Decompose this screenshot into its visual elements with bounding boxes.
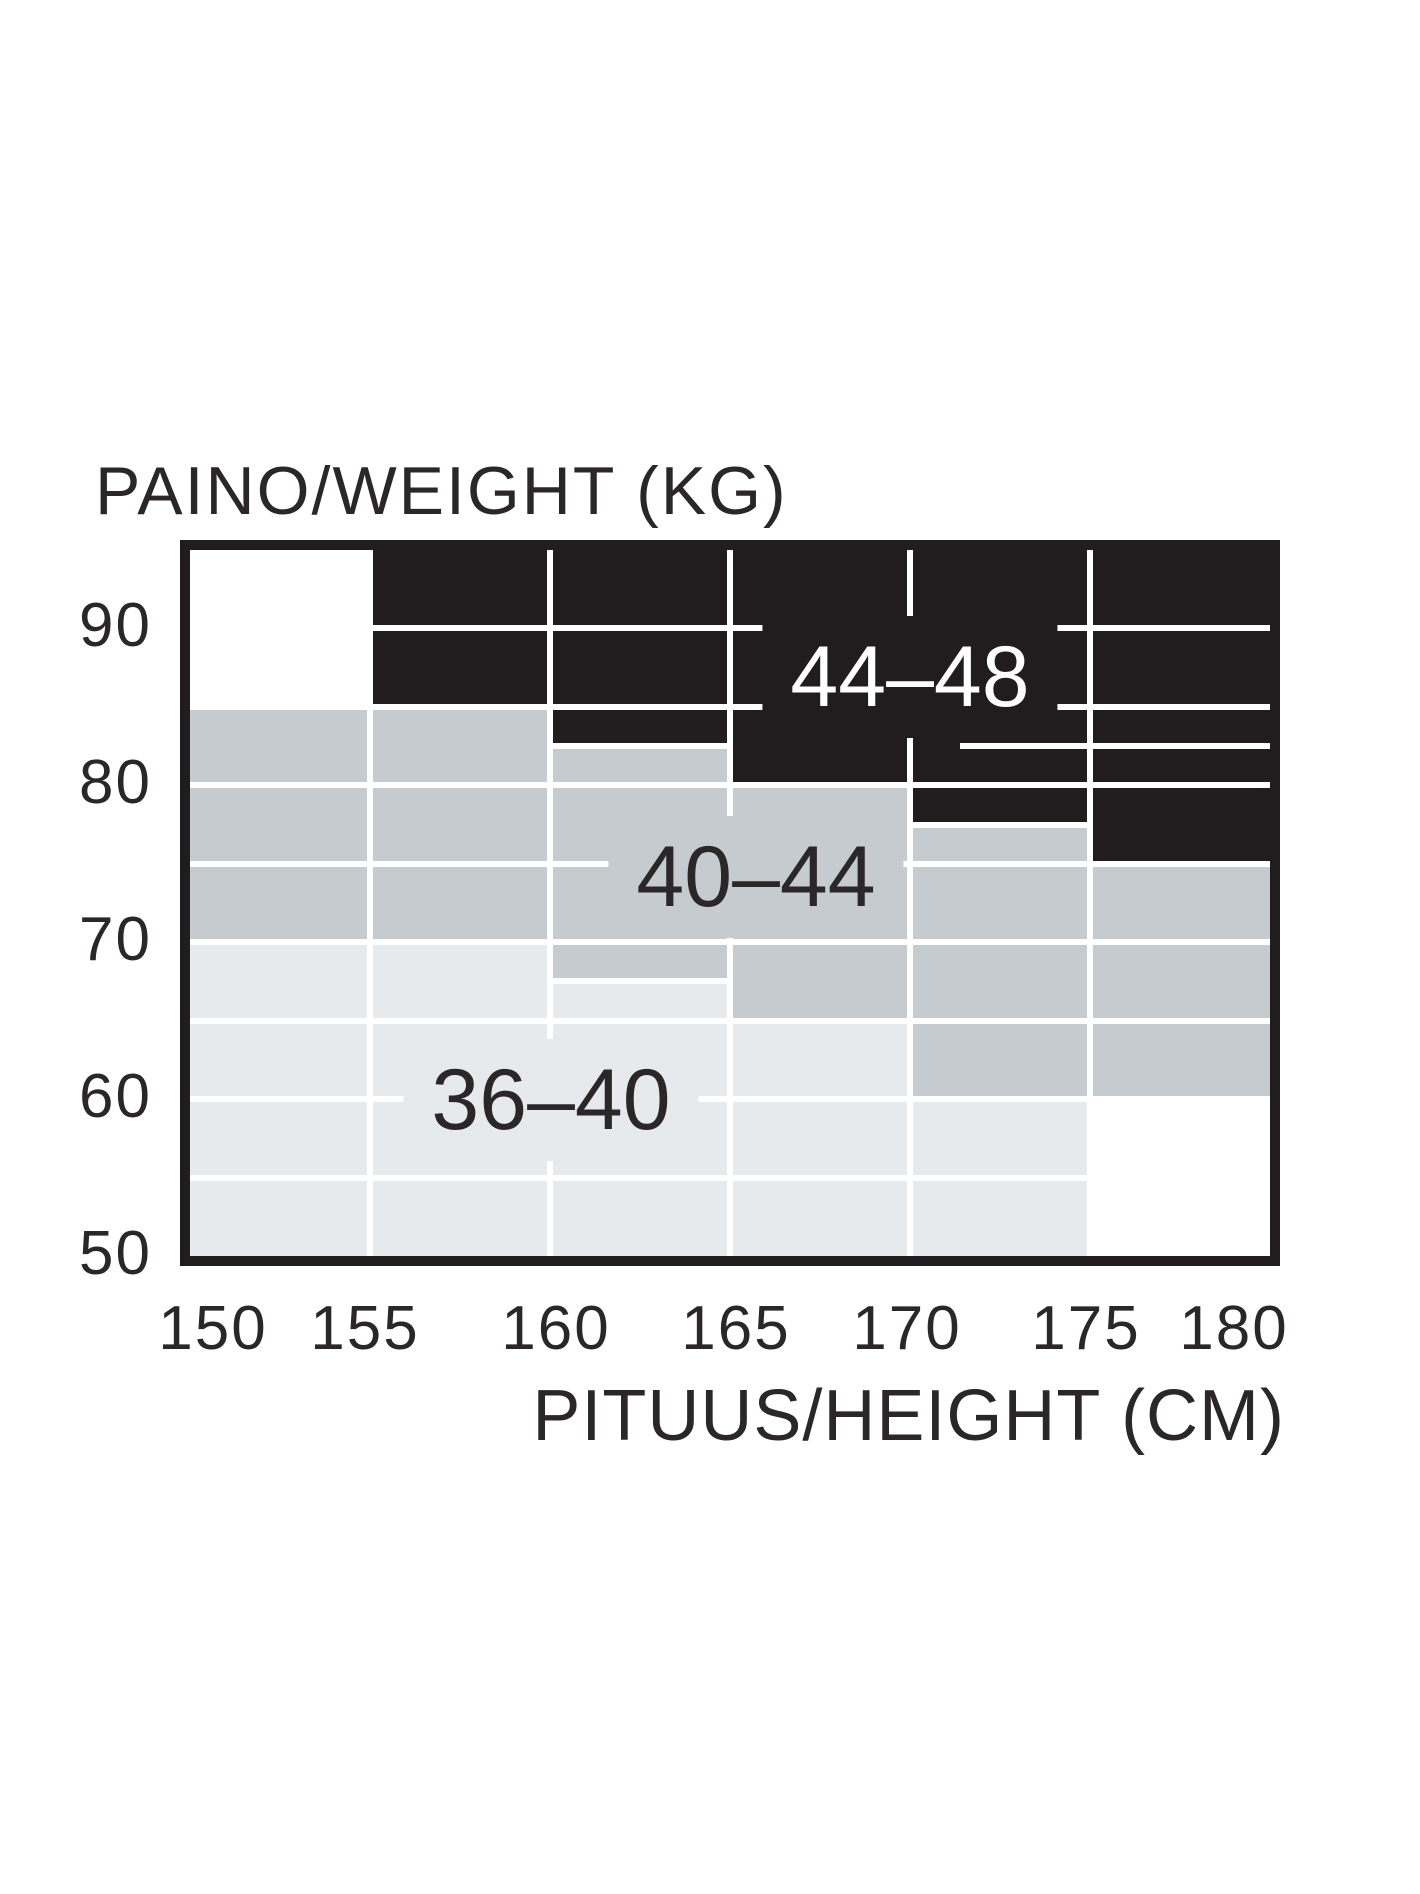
gridline-v bbox=[1087, 550, 1093, 1256]
y-tick-label: 80 bbox=[79, 748, 152, 818]
x-tick-label: 150 bbox=[158, 1294, 268, 1363]
zone-cell bbox=[730, 1020, 910, 1256]
zone-cell bbox=[550, 550, 730, 747]
y-tick-label: 90 bbox=[79, 591, 152, 661]
y-tick-label: 60 bbox=[79, 1062, 152, 1132]
region-boundary-line bbox=[550, 743, 730, 750]
extra-gridline-segment bbox=[960, 743, 1270, 750]
gridline-v bbox=[547, 550, 553, 1256]
zone-cell bbox=[1090, 863, 1270, 1100]
x-axis-title: PITUUS/HEIGHT (CM) bbox=[532, 1376, 1285, 1456]
x-tick-label: 175 bbox=[1031, 1294, 1141, 1363]
x-tick-label: 160 bbox=[501, 1294, 611, 1363]
zone-label-40-44: 40–44 bbox=[608, 816, 904, 938]
zone-cell bbox=[370, 706, 550, 943]
x-tick-label: 155 bbox=[310, 1294, 420, 1363]
region-boundary-line bbox=[910, 821, 1090, 828]
gridline-v bbox=[907, 550, 913, 1256]
x-tick-label: 180 bbox=[1179, 1294, 1289, 1363]
y-tick-label: 70 bbox=[79, 905, 152, 975]
x-tick-label: 165 bbox=[681, 1294, 791, 1363]
gridline-v bbox=[367, 550, 373, 1256]
zone-cell bbox=[910, 824, 1090, 1100]
zone-cell bbox=[190, 706, 370, 943]
chart-title: PAINO/WEIGHT (KG) bbox=[95, 453, 788, 529]
zone-label-44-48: 44–48 bbox=[762, 616, 1058, 738]
x-tick-label: 170 bbox=[852, 1294, 962, 1363]
region-boundary-line bbox=[550, 978, 730, 985]
y-tick-label: 50 bbox=[79, 1219, 152, 1288]
zone-label-36-40: 36–40 bbox=[403, 1039, 699, 1161]
chart-frame bbox=[180, 540, 1280, 1266]
